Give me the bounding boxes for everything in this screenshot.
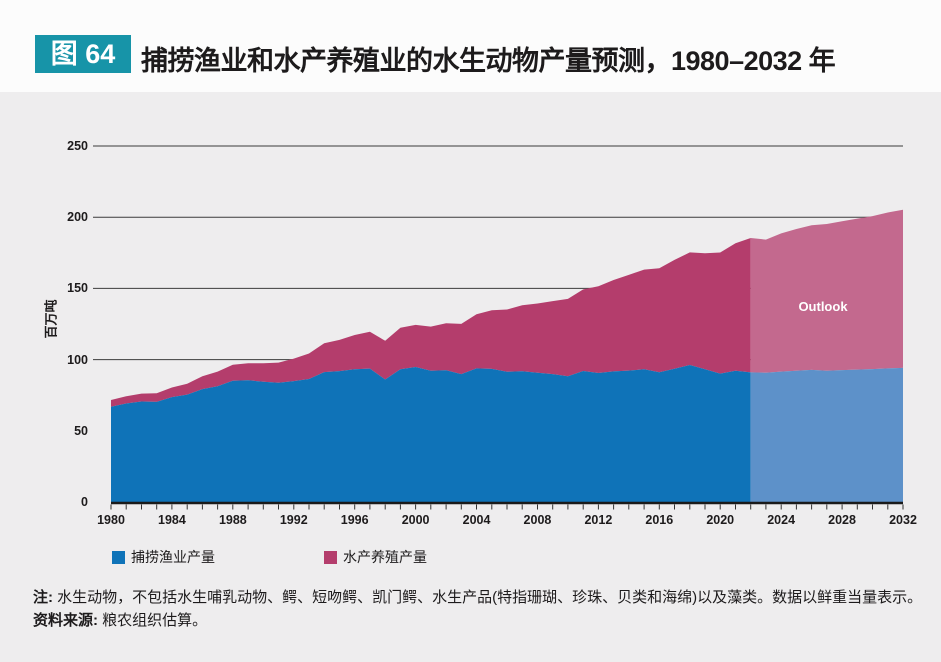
y-tick-label: 200 xyxy=(67,210,88,225)
source-line: 资料来源: 粮农组织估算。 xyxy=(33,609,933,632)
y-tick-label: 100 xyxy=(67,352,88,367)
x-tick-label: 2032 xyxy=(889,513,917,527)
note-line: 注: 水生动物，不包括水生哺乳动物、鳄、短吻鳄、凯门鳄、水生产品(特指珊瑚、珍珠… xyxy=(33,586,933,609)
x-tick-label: 2012 xyxy=(584,513,613,527)
figure-title: 捕捞渔业和水产养殖业的水生动物产量预测，1980–2032 年 xyxy=(141,46,836,76)
legend-label-capture: 捕捞渔业产量 xyxy=(131,549,215,565)
area-aquaculture-outlook xyxy=(750,209,903,373)
y-tick-label: 250 xyxy=(67,139,88,153)
x-tick-label: 2024 xyxy=(767,513,796,527)
x-tick-label: 2000 xyxy=(401,513,430,527)
legend-item-aquaculture: 水产养殖产量 xyxy=(324,549,427,565)
x-axis-tick-labels: 1980 1984 1988 1992 1996 2000 2004 2008 2012 2016… xyxy=(0,512,941,530)
source-label: 资料来源: xyxy=(33,612,98,629)
legend-swatch-capture-icon xyxy=(112,551,125,564)
x-tick-label: 2016 xyxy=(645,513,674,527)
chart-legend: 捕捞渔业产量 水产养殖产量 xyxy=(0,549,941,567)
legend-item-capture: 捕捞渔业产量 xyxy=(112,549,215,565)
x-tick-label: 1980 xyxy=(97,513,125,527)
x-tick-label: 1988 xyxy=(218,513,247,527)
y-axis-tick-labels: 0 50 100 150 200 250 xyxy=(0,0,90,560)
y-axis-title: 百万吨 xyxy=(43,299,59,339)
figure-notes: 注: 水生动物，不包括水生哺乳动物、鳄、短吻鳄、凯门鳄、水生产品(特指珊瑚、珍珠… xyxy=(33,586,933,632)
x-tick-label: 2004 xyxy=(462,513,491,527)
x-tick-label: 2028 xyxy=(828,513,856,527)
outlook-label: Outlook xyxy=(798,299,848,314)
note-label: 注: xyxy=(33,589,53,606)
x-tick-label: 1984 xyxy=(158,513,186,527)
x-tick-label: 1996 xyxy=(340,513,369,527)
legend-swatch-aquaculture-icon xyxy=(324,551,337,564)
x-tick-label: 1992 xyxy=(279,513,308,527)
note-text: 水生动物，不包括水生哺乳动物、鳄、短吻鳄、凯门鳄、水生产品(特指珊瑚、珍珠、贝类… xyxy=(53,589,923,606)
area-capture-historical xyxy=(111,365,751,502)
x-tick-label: 2008 xyxy=(523,513,552,527)
figure-number-badge: 图 64 xyxy=(35,35,131,73)
y-tick-label: 0 xyxy=(81,495,88,509)
y-tick-label: 150 xyxy=(67,281,88,296)
area-aquaculture-historical xyxy=(111,238,751,407)
legend-label-aquaculture: 水产养殖产量 xyxy=(343,549,427,565)
x-tick-label: 2020 xyxy=(706,513,735,527)
area-capture-outlook xyxy=(750,367,903,502)
source-text: 粮农组织估算。 xyxy=(98,612,208,629)
header-band xyxy=(0,0,941,92)
y-tick-label: 50 xyxy=(74,423,88,438)
